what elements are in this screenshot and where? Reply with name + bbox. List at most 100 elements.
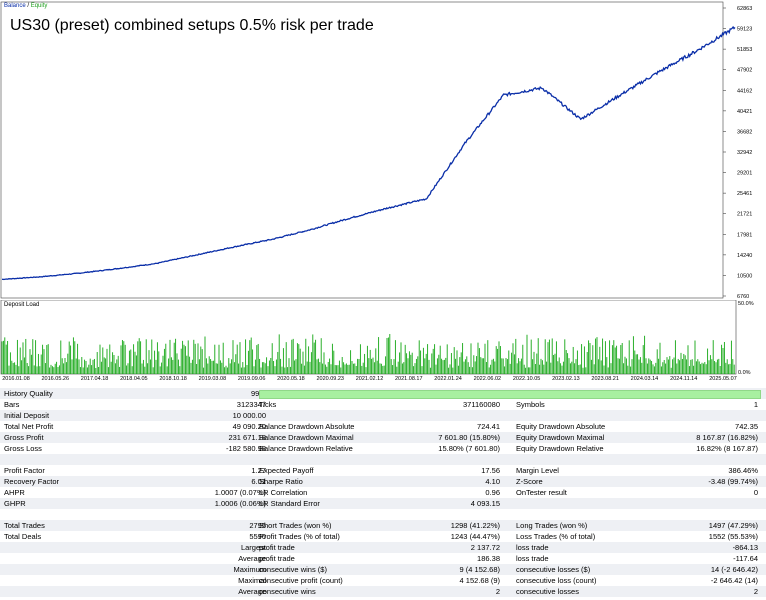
y-tick-label: 51853 (737, 47, 752, 53)
stat-value: 2 137.72 (470, 543, 500, 552)
x-tick-label: 2022.10.05 (513, 376, 541, 382)
deposit-load-chart: 50.0% 0.0% 2016.01.08 2016.05.26 2017.04.18 2… (0, 300, 754, 382)
stat-label: consecutive wins ($) (259, 565, 327, 574)
x-tick-label: 2024.11.14 (670, 376, 697, 382)
stat-value: 2795 (249, 521, 266, 530)
stat-label: Total Net Profit (4, 422, 54, 431)
stat-label: Balance Drawdown Maximal (259, 433, 354, 442)
stats-row: Total Deals 5590 Profit Trades (% of total… (0, 531, 766, 542)
stat-value: 99% (251, 388, 266, 399)
chart-legend: Balance / Equity (4, 3, 47, 9)
x-tick-label: 2020.09.23 (316, 376, 344, 382)
stats-row: Gross Profit 231 671.18 Balance Drawdown M… (0, 432, 766, 443)
stat-label: consecutive wins (259, 587, 316, 596)
stat-value: Average (238, 587, 266, 596)
stat-label: Total Deals (4, 532, 42, 541)
x-tick-label: 2018.04.05 (120, 376, 148, 382)
stat-value: 4.10 (485, 477, 500, 486)
x-tick-label: 2024.03.14 (631, 376, 659, 382)
stats-row (0, 509, 766, 520)
stat-label: Equity Drawdown Absolute (516, 422, 606, 431)
stat-label: Balance Drawdown Relative (259, 444, 353, 453)
stat-label: Z-Score (516, 477, 543, 486)
stats-row: AHPR 1.0007 (0.07%) LR Correlation 0.96 OnTe… (0, 487, 766, 498)
stat-value: Maximal (238, 576, 266, 585)
x-tick-label: 2023.02.13 (552, 376, 580, 382)
x-tick-label: 2023.08.21 (591, 376, 619, 382)
stats-row: Profit Factor 1.27 Expected Payoff 17.56 Mar… (0, 465, 766, 476)
stat-value: 49 090.20 (232, 422, 266, 431)
x-tick-label: 2016.01.08 (2, 376, 30, 382)
stat-label: Gross Loss (4, 444, 42, 453)
stat-value: 231 671.18 (228, 433, 266, 442)
stat-label: Long Trades (won %) (516, 521, 588, 530)
stat-label: Profit Trades (% of total) (259, 532, 340, 541)
stats-row: Largest profit trade 2 137.72 loss trade -86… (0, 542, 766, 553)
stats-row: Bars 3123347 Ticks 371160080 Symbols 1 (0, 399, 766, 410)
y-tick-label: 59123 (737, 27, 752, 33)
history-quality-bar (259, 390, 761, 399)
stats-row: Average profit trade 186.38 loss trade -117.… (0, 553, 766, 564)
stat-label: Gross Profit (4, 433, 44, 442)
stat-label: consecutive profit (count) (259, 576, 343, 585)
y-tick-label: 6760 (737, 294, 749, 300)
stat-value: -182 580.98 (225, 444, 266, 453)
stat-label: loss trade (516, 554, 549, 563)
stat-value: 17.56 (481, 466, 500, 475)
stat-label: Ticks (259, 400, 277, 409)
y-tick-label: 62863 (737, 6, 752, 12)
y-tick-label: 25461 (737, 191, 752, 197)
stat-label: Loss Trades (% of total) (516, 532, 596, 541)
x-tick-label: 2021.02.12 (356, 376, 384, 382)
deposit-load-label: Deposit Load (4, 302, 40, 308)
stat-label: Profit Factor (4, 466, 45, 475)
stat-value: 2 (753, 587, 758, 596)
x-tick-label: 2016.05.26 (42, 376, 70, 382)
stat-value: 4 152.68 (9) (459, 576, 500, 585)
stat-label: profit trade (259, 554, 295, 563)
stat-value: 1243 (44.47%) (450, 532, 500, 541)
x-tick-label: 2025.05.07 (709, 376, 737, 382)
stat-label: LR Standard Error (259, 499, 320, 508)
stat-value: 1.0007 (0.07%) (214, 488, 266, 497)
stat-value: 15.80% (7 601.80) (438, 444, 500, 453)
stat-label: Short Trades (won %) (259, 521, 332, 530)
stat-value: 14 (-2 646.42) (710, 565, 758, 574)
stats-row: Initial Deposit 10 000.00 (0, 410, 766, 421)
stat-value: 386.46% (728, 466, 758, 475)
stat-label: consecutive losses (516, 587, 579, 596)
stat-value: 724.41 (477, 422, 500, 431)
stats-row: GHPR 1.0006 (0.06%) LR Standard Error 4 093… (0, 498, 766, 509)
y-tick-label: 47902 (737, 68, 752, 74)
stat-label: Symbols (516, 400, 545, 409)
stats-row: Total Net Profit 49 090.20 Balance Drawdow… (0, 421, 766, 432)
stat-label: Expected Payoff (259, 466, 314, 475)
y-tick-label: 29201 (737, 171, 752, 177)
stat-value: 4 093.15 (470, 499, 500, 508)
x-tick-label: 2019.03.08 (199, 376, 227, 382)
stat-value: 1.27 (251, 466, 266, 475)
stats-row: Gross Loss -182 580.98 Balance Drawdown Re… (0, 443, 766, 454)
stat-value: 7 601.80 (15.80%) (438, 433, 500, 442)
stats-row: Maximal consecutive profit (count) 4 152.6… (0, 575, 766, 586)
y-tick-label: 0.0% (738, 370, 751, 376)
stat-value: 1 (753, 400, 758, 409)
stat-value: Largest (240, 543, 266, 552)
legend-equity: Equity (30, 3, 48, 9)
stat-label: loss trade (516, 543, 549, 552)
stat-label: consecutive losses ($) (516, 565, 591, 574)
balance-equity-chart: 62863 59123 51853 47902 44162 40421 36682 32942… (0, 1, 752, 300)
stat-value: 371160080 (463, 400, 500, 409)
stat-label: Equity Drawdown Relative (516, 444, 604, 453)
stat-label: History Quality (4, 389, 53, 398)
legend-balance: Balance (4, 3, 26, 9)
y-tick-label: 32942 (737, 150, 752, 156)
stat-value: 3123347 (236, 400, 266, 409)
y-tick-label: 50.0% (738, 301, 754, 307)
stat-label: Margin Level (516, 466, 559, 475)
legend-separator: / (25, 3, 31, 9)
stat-label: consecutive loss (count) (516, 576, 597, 585)
chart-title: US30 (preset) combined setups 0.5% risk … (10, 17, 374, 34)
stat-label: Initial Deposit (4, 411, 50, 420)
stat-value: Maximum (233, 565, 266, 574)
